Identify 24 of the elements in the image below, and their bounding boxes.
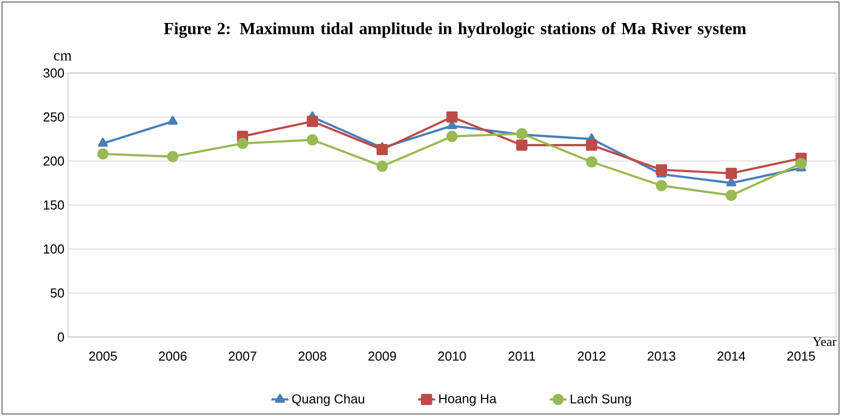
y-tick-label: 50 (50, 288, 64, 298)
x-tick-label: 2011 (508, 352, 536, 361)
x-tick-label: 2015 (787, 352, 815, 361)
y-tick-label: 150 (44, 200, 64, 210)
x-tick-label: 2007 (228, 352, 256, 361)
y-tick-label: 200 (44, 156, 64, 166)
legend-label: Hoang Ha (439, 394, 496, 406)
x-axis-title: Year (812, 338, 836, 346)
x-tick-label: 2005 (89, 352, 117, 361)
x-tick-label: 2012 (578, 352, 606, 361)
legend-label: Lach Sung (570, 394, 631, 406)
legend-label: Quang Chau (292, 394, 364, 406)
chart-title: Figure 2: Maximum tidal amplitude in hydrologic stations of Ma River system (164, 22, 746, 38)
y-axis-title: cm (54, 53, 72, 60)
x-tick-label: 2008 (298, 352, 326, 361)
x-tick-label: 2014 (718, 352, 746, 361)
y-tick-label: 300 (43, 68, 64, 78)
x-tick-label: 2013 (648, 352, 676, 361)
y-tick-label: 250 (44, 112, 64, 122)
x-tick-label: 2009 (368, 352, 396, 361)
x-tick-label: 2006 (158, 352, 187, 361)
x-tick-label: 2010 (438, 352, 466, 361)
y-tick-label: 0 (58, 332, 64, 342)
y-tick-label: 100 (44, 244, 64, 254)
